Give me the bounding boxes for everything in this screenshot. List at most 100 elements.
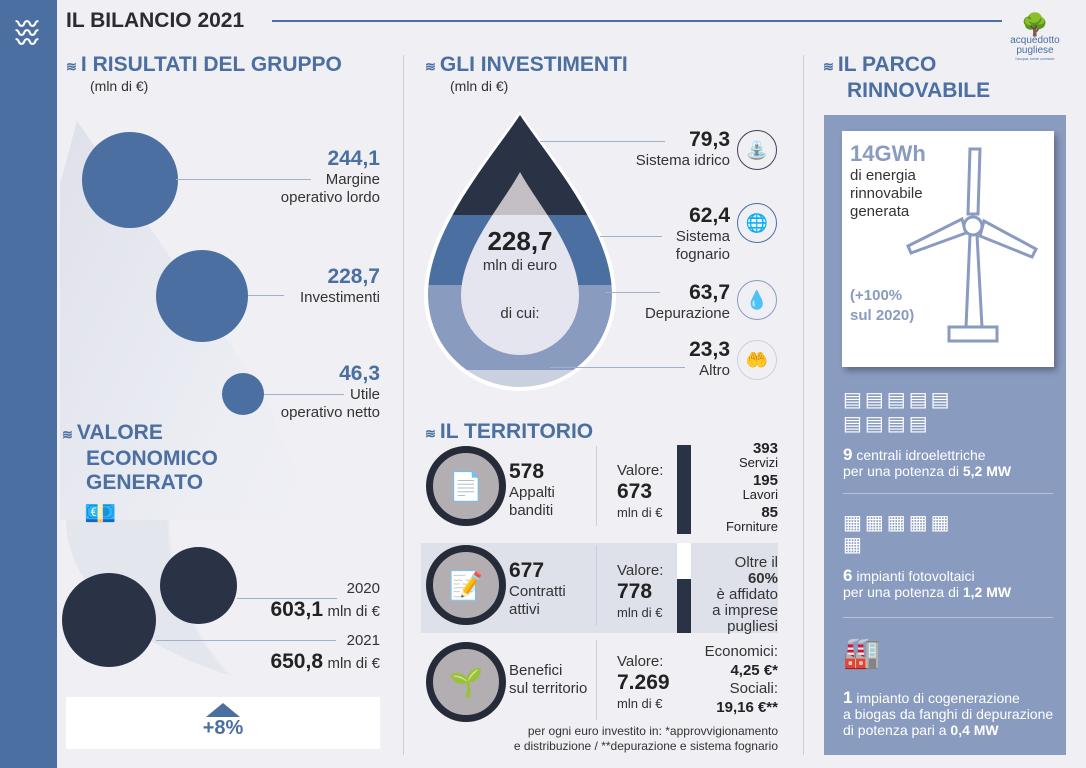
divider	[843, 493, 1053, 494]
investimento-idrico: 79,3 Sistema idrico	[635, 128, 730, 169]
waves-icon: ≋	[66, 59, 77, 74]
biogas-plant-icon: 🏭	[843, 637, 881, 670]
investimento-fognario: 62,4 Sistema fognario	[675, 204, 730, 263]
money-stack-icon: 💶	[84, 498, 117, 528]
share-bar-fill	[677, 579, 691, 633]
waves-icon: ≋	[425, 426, 436, 441]
solar-panels-icon: ▦▦▦▦▦ ▦	[843, 512, 953, 556]
hydro-plants-icon: ▤▤▤▤▤ ▤▤▤▤	[843, 389, 953, 435]
bubble-2021	[62, 573, 156, 667]
of-which-label: di cui:	[500, 305, 540, 322]
divider	[843, 617, 1053, 618]
wind-turbine-icon	[906, 147, 1038, 343]
investimento-depurazione: 63,7 Depurazione	[644, 281, 730, 322]
energy-label: di energia rinnovabile generata	[850, 167, 923, 220]
appalti-count: 578 Appalti banditi	[509, 460, 555, 519]
document-icon: 📄	[426, 446, 506, 526]
divider	[596, 640, 597, 720]
waves-icon: ≋	[425, 59, 436, 74]
change-box: +8%	[66, 697, 380, 749]
year: 2021	[346, 632, 380, 649]
benefici-breakdown: Economici: 4,25 €* Sociali: 19,16 €**	[704, 643, 778, 716]
unit: mln di €	[327, 655, 380, 672]
label: Margine	[325, 171, 380, 188]
risultati-unit: (mln di €)	[90, 78, 149, 94]
change-value: +8%	[202, 717, 244, 739]
title-rule	[272, 20, 1002, 22]
page-title: IL BILANCIO 2021	[66, 9, 245, 32]
unit: mln di €	[327, 603, 380, 620]
water-system-icon: ⛲	[737, 130, 777, 170]
share-bar	[677, 543, 691, 633]
contratti-count: 677 Contratti attivi	[509, 559, 566, 618]
column-divider	[403, 55, 404, 755]
sidebar-band: 〰〰〰	[0, 0, 57, 768]
purification-icon: 💧	[737, 280, 777, 320]
risultato-margine: 244,1 Margine operativo lordo	[240, 147, 380, 207]
energy-value: 14GWh	[850, 141, 926, 166]
total-unit: mln di euro	[482, 257, 558, 274]
waves-icon: 〰〰〰	[16, 12, 38, 55]
connector	[176, 179, 311, 180]
value: 650,8	[270, 650, 324, 673]
tree-icon: 🌳	[1021, 12, 1049, 37]
hands-drop-icon: 🤲	[737, 340, 777, 380]
connector	[600, 236, 662, 237]
connector	[605, 292, 660, 293]
logo-name: acquedotto	[1010, 35, 1060, 46]
connector	[237, 598, 337, 599]
waves-icon: ≋	[62, 427, 73, 442]
bubble-margine	[82, 132, 178, 228]
waves-icon: ≋	[823, 59, 834, 74]
up-arrow-icon	[206, 703, 240, 717]
connector	[550, 367, 685, 368]
label: Investimenti	[299, 289, 380, 306]
band-altro	[428, 370, 612, 387]
value: 603,1	[270, 598, 324, 621]
investimenti-unit: (mln di €)	[450, 78, 509, 94]
bubble-2020	[160, 547, 237, 624]
solar-text: 6 impianti fotovoltaici per una potenza d…	[843, 566, 1012, 600]
energy-growth: (+100% sul 2020)	[850, 287, 915, 324]
logo-tagline: l'acqua, bene comune	[1015, 56, 1055, 61]
investimenti-title: ≋ GLI INVESTIMENTI	[425, 53, 628, 76]
divider	[596, 546, 597, 626]
benefici-label: Benefici sul territorio	[509, 662, 588, 697]
label: Utile	[349, 386, 380, 403]
logo-name2: pugliese	[1016, 45, 1054, 56]
valore-2021: 2021 650,8 mln di €	[240, 632, 380, 674]
connector	[264, 394, 344, 395]
total-value: 228,7	[487, 226, 553, 256]
risultato-utile: 46,3 Utile operativo netto	[240, 362, 380, 422]
sewer-icon: 🌐	[737, 203, 777, 243]
investment-drop	[424, 111, 616, 391]
value: 46,3	[339, 362, 380, 385]
column-divider	[803, 55, 804, 755]
logo: 🌳 acquedotto pugliese l'acqua, bene comu…	[1005, 12, 1065, 62]
plant-hand-icon: 🌱	[426, 642, 506, 722]
label: operativo lordo	[280, 189, 380, 206]
territorio-title: ≋ IL TERRITORIO	[425, 420, 594, 443]
appalti-stacked-bar	[677, 445, 691, 534]
appalti-valore: Valore: 673 mln di €	[617, 462, 664, 520]
bubble-utile	[222, 373, 264, 415]
risultato-investimenti: 228,7 Investimenti	[240, 265, 380, 307]
divider	[596, 446, 597, 526]
connector	[540, 141, 665, 142]
contratti-valore: Valore: 778 mln di €	[617, 562, 664, 620]
valore-title: ≋ VALORE ECONOMICO GENERATO	[62, 421, 218, 494]
bubble-investimenti	[156, 250, 248, 342]
value: 244,1	[327, 147, 380, 170]
benefici-valore: Valore: 7.269 mln di €	[617, 653, 670, 711]
investimento-altro: 23,3 Altro	[689, 338, 730, 379]
risultati-title: ≋ I RISULTATI DEL GRUPPO	[66, 53, 342, 76]
signed-contract-icon: 📝	[426, 545, 506, 625]
energy-card: 14GWh di energia rinnovabile generata (+10…	[842, 131, 1054, 367]
footnote: per ogni euro investito in: *approvvigio…	[513, 724, 778, 753]
appalti-breakdown: 393 Servizi 195 Lavori 85 Forniture	[725, 440, 778, 534]
label: operativo netto	[280, 404, 380, 421]
connector	[248, 295, 284, 296]
drop-total: 228,7 mln di euro	[460, 226, 580, 275]
cogen-text: 1 impianto di cogenerazione a biogas da f…	[843, 688, 1054, 738]
connector	[156, 640, 336, 641]
